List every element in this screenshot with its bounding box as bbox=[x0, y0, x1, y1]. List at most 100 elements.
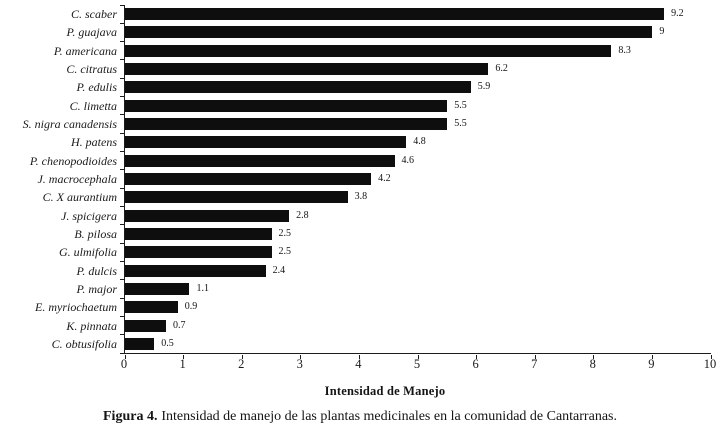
y-axis-tick bbox=[119, 352, 124, 354]
x-axis-tick bbox=[300, 354, 302, 359]
bar-row: 3.8 bbox=[125, 188, 711, 206]
bar-row: 9 bbox=[125, 23, 711, 41]
y-axis-tick bbox=[119, 279, 124, 281]
bar-value-label: 8.3 bbox=[618, 44, 631, 56]
bar-value-label: 5.5 bbox=[454, 99, 467, 111]
bar-row: 6.2 bbox=[125, 60, 711, 78]
bar-row: 0.9 bbox=[125, 298, 711, 316]
bar-row: 8.3 bbox=[125, 42, 711, 60]
category-label: K. pinnata bbox=[66, 318, 117, 333]
bar-row: 0.7 bbox=[125, 316, 711, 334]
category-label: H. patens bbox=[71, 135, 117, 150]
bar bbox=[125, 172, 372, 185]
bar bbox=[125, 209, 290, 222]
category-label: C. citratus bbox=[66, 62, 117, 77]
y-axis-tick bbox=[119, 151, 124, 153]
x-axis-tick bbox=[124, 354, 126, 359]
x-axis-tick bbox=[183, 354, 185, 359]
bar bbox=[125, 99, 448, 112]
x-tick-label: 2 bbox=[238, 357, 245, 371]
bar bbox=[125, 301, 178, 314]
bar bbox=[125, 44, 612, 57]
category-label: G. ulmifolia bbox=[58, 245, 117, 260]
bar bbox=[125, 191, 348, 204]
bar-value-label: 0.5 bbox=[161, 337, 174, 349]
category-label: P. edulis bbox=[76, 80, 117, 95]
bar-row: 4.8 bbox=[125, 133, 711, 151]
y-axis-tick bbox=[119, 96, 124, 98]
y-axis-tick bbox=[119, 224, 124, 226]
category-label: E. myriochaetum bbox=[35, 300, 117, 315]
bar bbox=[125, 8, 665, 21]
bar-row: 4.2 bbox=[125, 170, 711, 188]
bar bbox=[125, 264, 266, 277]
y-axis-tick bbox=[119, 41, 124, 43]
bar bbox=[125, 227, 272, 240]
x-tick-label: 5 bbox=[413, 357, 421, 371]
y-axis-tick bbox=[119, 59, 124, 61]
bar bbox=[125, 81, 471, 94]
plot-area: 9.2 9 8.3 6.2 5.9 5.5 5.5 4.8 4.6 4.2 3.8 2.8 2.5 2.5… bbox=[119, 4, 712, 359]
bar-row: 4.6 bbox=[125, 152, 711, 170]
bar-value-label: 0.7 bbox=[173, 319, 186, 331]
bar-value-label: 0.9 bbox=[184, 301, 198, 313]
bar-value-label: 4.2 bbox=[378, 172, 391, 184]
y-axis-tick bbox=[119, 260, 124, 262]
y-axis-tick bbox=[119, 315, 124, 317]
category-label: P. chenopodioides bbox=[29, 153, 117, 168]
bar-value-label: 2.5 bbox=[278, 246, 292, 258]
x-axis-tick bbox=[417, 354, 419, 359]
x-tick-label: 3 bbox=[296, 357, 303, 371]
x-tick-label: 10 bbox=[703, 357, 717, 371]
category-label: J. spicigera bbox=[61, 208, 117, 223]
x-tick-label: 1 bbox=[179, 357, 186, 371]
bar-value-label: 3.8 bbox=[354, 191, 368, 203]
bar-row: 9.2 bbox=[125, 5, 711, 23]
y-axis-tick bbox=[119, 132, 124, 134]
bar bbox=[125, 282, 190, 295]
figure-caption: Figura 4. Intensidad de manejo de las pla… bbox=[0, 409, 720, 425]
bar-row: 5.9 bbox=[125, 78, 711, 96]
category-label: P. guajava bbox=[66, 25, 117, 40]
bar-value-label: 9 bbox=[659, 26, 665, 38]
bar bbox=[125, 118, 448, 131]
bar-row: 0.5 bbox=[125, 335, 711, 353]
x-axis-tick bbox=[651, 354, 653, 359]
category-label: J. macrocephala bbox=[37, 171, 117, 186]
y-axis-tick bbox=[119, 4, 124, 6]
y-axis-tick bbox=[119, 205, 124, 207]
x-axis-tick bbox=[476, 354, 478, 359]
category-label: C. limetta bbox=[69, 98, 117, 113]
y-axis-tick bbox=[119, 187, 124, 189]
bar bbox=[125, 154, 395, 167]
y-axis-tick bbox=[119, 334, 124, 336]
category-label: C. X aurantium bbox=[42, 190, 117, 205]
bar bbox=[125, 63, 489, 76]
x-axis-tick bbox=[241, 354, 243, 359]
bar bbox=[125, 136, 407, 149]
x-axis-tick bbox=[710, 354, 712, 359]
category-label: C. obtusifolia bbox=[51, 336, 117, 351]
category-label: P. major bbox=[76, 281, 117, 296]
bar-value-label: 9.2 bbox=[671, 8, 684, 20]
y-axis-tick bbox=[119, 169, 124, 171]
category-label: S. nigra canadensis bbox=[22, 117, 117, 132]
bar-value-label: 2.4 bbox=[272, 264, 286, 276]
bar-row: 2.5 bbox=[125, 225, 711, 243]
x-tick-label: 4 bbox=[355, 357, 362, 371]
y-axis-tick bbox=[119, 22, 124, 24]
bar bbox=[125, 246, 272, 259]
bar bbox=[125, 337, 155, 350]
y-axis-tick bbox=[119, 242, 124, 244]
bar-row: 2.8 bbox=[125, 206, 711, 224]
category-label: B. pilosa bbox=[74, 226, 117, 241]
x-axis-tick bbox=[593, 354, 595, 359]
category-label: C. scaber bbox=[71, 7, 117, 22]
x-axis-tick bbox=[534, 354, 536, 359]
y-axis-tick bbox=[119, 297, 124, 299]
x-axis-title: Intensidad de Manejo bbox=[324, 384, 446, 398]
x-tick-label: 7 bbox=[531, 357, 538, 371]
x-tick-label: 9 bbox=[648, 357, 655, 371]
